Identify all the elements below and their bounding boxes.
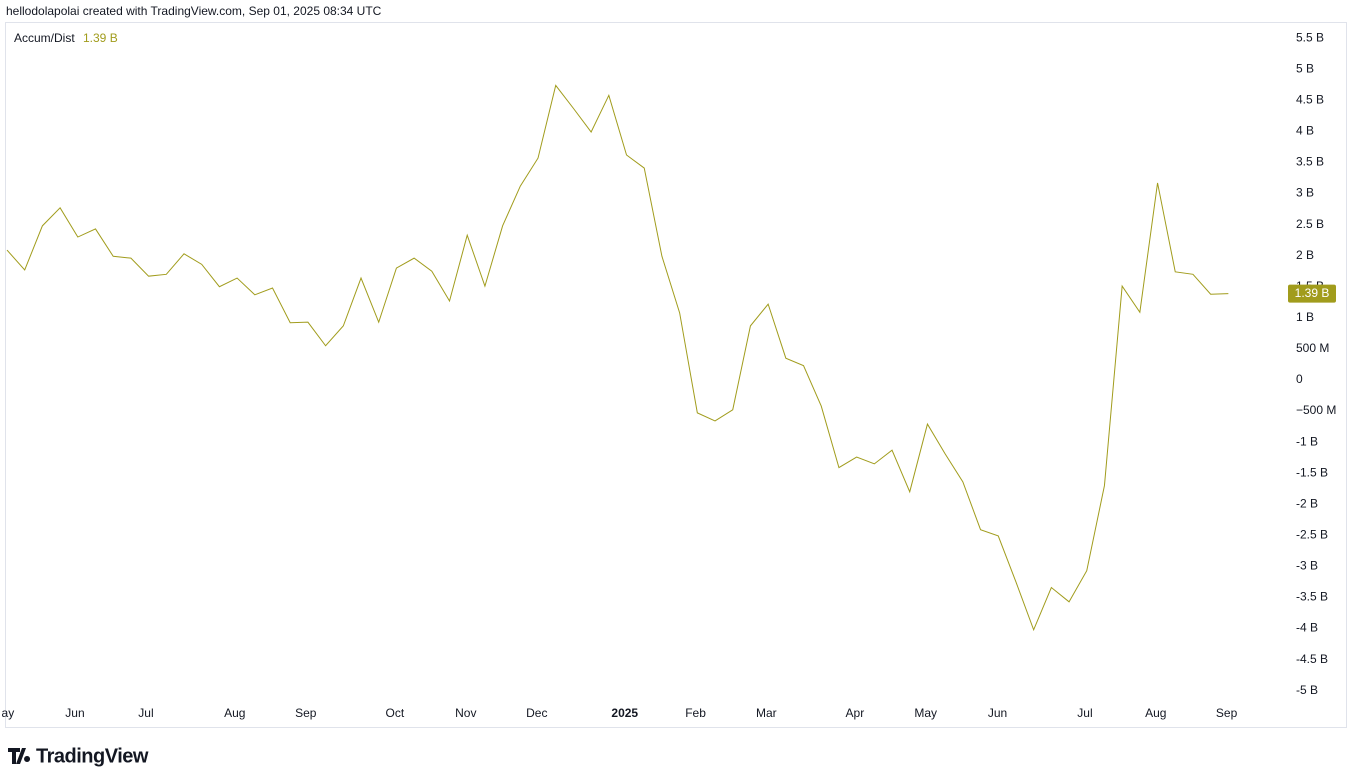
x-tick-label: Jun [988,706,1007,720]
y-tick-label: -1 B [1296,434,1318,448]
y-tick-label: -2.5 B [1296,527,1328,541]
x-tick-label: Dec [526,706,547,720]
y-tick-label: 500 M [1296,341,1329,355]
logo-text: TradingView [36,745,149,767]
y-tick-label: 4 B [1296,124,1314,138]
y-tick-label: -1.5 B [1296,465,1328,479]
y-tick-label: -4.5 B [1296,652,1328,666]
y-tick-label: −500 M [1296,403,1336,417]
price-badge-label: 1.39 B [1295,286,1330,300]
x-tick-label: Nov [455,706,476,720]
x-tick-label: Mar [756,706,777,720]
y-tick-label: 5.5 B [1296,30,1324,44]
y-tick-label: 0 [1296,372,1303,386]
y-tick-label: -4 B [1296,621,1318,635]
x-tick-label: ay [2,706,15,720]
x-tick-label: Sep [1216,706,1238,720]
y-tick-label: 3 B [1296,186,1314,200]
x-tick-label: Jul [1077,706,1092,720]
x-tick-label: Oct [385,706,404,720]
x-tick-label: Feb [685,706,706,720]
y-tick-label: 1 B [1296,310,1314,324]
y-tick-label: -3.5 B [1296,590,1328,604]
logo: TradingView [8,745,149,767]
x-tick-label: May [914,706,937,720]
price-badge: 1.39 B [1288,284,1336,303]
x-tick-label: Sep [295,706,317,720]
chart-frame [5,22,1347,728]
y-tick-label: 5 B [1296,61,1314,75]
x-tick-label: Apr [846,706,865,720]
data-line [6,84,1229,632]
x-tick-label: Jun [65,706,84,720]
x-tick-label: Aug [224,706,245,720]
logo-icon [8,748,31,764]
price-badge-box [1288,284,1336,303]
header: hellodolapolai created with TradingView.… [6,4,382,18]
legend-name: Accum/Dist [14,31,75,45]
x-tick-label: Aug [1145,706,1166,720]
x-tick-label: 2025 [611,706,638,720]
x-tick-label: Jul [138,706,153,720]
y-tick-label: -3 B [1296,559,1318,573]
y-tick-label: -5 B [1296,683,1318,697]
y-tick-label: 4.5 B [1296,92,1324,106]
y-tick-label: -2 B [1296,496,1318,510]
y-tick-label: 2 B [1296,248,1314,262]
y-tick-label: 3.5 B [1296,155,1324,169]
legend-value: 1.39 B [83,31,118,45]
y-tick-label: 2.5 B [1296,217,1324,231]
